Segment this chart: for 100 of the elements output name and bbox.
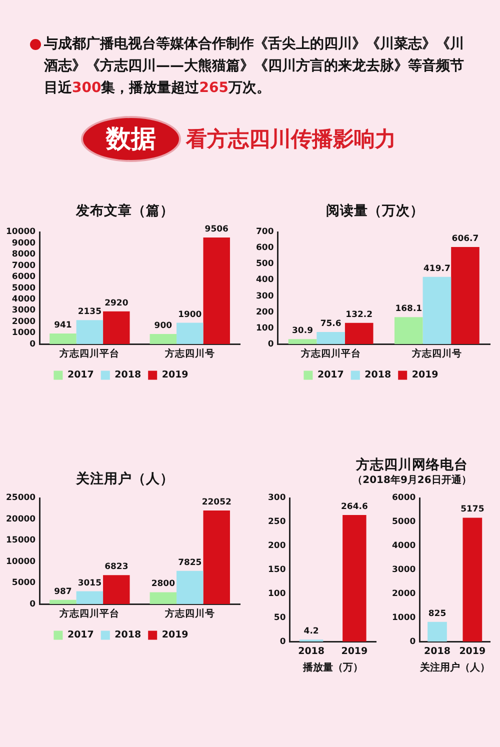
bar	[103, 575, 130, 604]
y-tick-label: 5000	[12, 283, 36, 294]
data-label: 264.6	[340, 502, 368, 512]
data-label: 132.2	[346, 310, 373, 320]
data-label: 6823	[104, 562, 128, 572]
bar	[422, 276, 452, 344]
bar	[451, 246, 480, 344]
y-tick-label: 7000	[12, 260, 36, 271]
y-tick-label: 250	[268, 517, 286, 528]
bar	[203, 238, 230, 344]
bar	[288, 339, 317, 344]
data-label: 75.6	[320, 318, 342, 329]
legend-label: 2019	[162, 630, 188, 641]
y-tick-label: 6000	[392, 493, 416, 504]
y-tick-label: 2000	[12, 316, 36, 327]
x-tick-label: 方志四川号	[164, 347, 215, 360]
y-tick-label: 3000	[392, 565, 416, 576]
y-tick-label: 500	[256, 259, 274, 270]
data-label: 22052	[202, 497, 232, 508]
x-tick-label: 2019	[459, 646, 486, 657]
y-tick-label: 100	[256, 323, 274, 334]
y-tick-label: 25000	[6, 493, 36, 504]
x-tick-label: 2019	[341, 646, 368, 657]
x-tick-label: 方志四川平台	[300, 347, 361, 360]
bar	[316, 332, 345, 344]
text: 数据	[106, 122, 156, 155]
data-label: 900	[154, 320, 172, 331]
data-label: 168.1	[395, 304, 422, 314]
bar	[344, 322, 374, 344]
y-tick-label: 400	[256, 275, 274, 286]
x-tick-label: 方志四川号	[410, 347, 462, 360]
y-tick-label: 300	[268, 493, 286, 504]
bar	[76, 320, 104, 344]
bar	[176, 570, 204, 604]
y-tick-label: 200	[268, 541, 286, 552]
x-axis-title: 播放量（万）	[302, 662, 363, 674]
data-label: 7825	[178, 558, 202, 568]
data-label: 987	[54, 586, 72, 597]
y-tick-label: 0	[410, 636, 416, 647]
y-tick-label: 10000	[6, 556, 36, 567]
y-tick-label: 50	[274, 612, 286, 623]
y-tick-label: 0	[30, 339, 36, 350]
chart-title: 关注用户（人）	[76, 470, 174, 488]
data-label: 3015	[78, 578, 102, 588]
y-tick-label: 0	[30, 599, 36, 610]
y-tick-label: 5000	[12, 578, 36, 588]
y-tick-label: 0	[268, 339, 274, 350]
legend-label: 2018	[364, 370, 392, 381]
bar	[76, 591, 104, 604]
x-tick-label: 2018	[424, 646, 451, 657]
bar	[50, 334, 76, 344]
y-tick-label: 700	[256, 227, 274, 238]
legend-label: 2017	[67, 630, 94, 641]
y-tick-label: 9000	[12, 238, 36, 248]
y-tick-label: 300	[256, 291, 274, 302]
data-label: 2920	[104, 298, 128, 308]
x-tick-label: 方志四川平台	[58, 607, 120, 620]
legend-label: 2018	[114, 370, 142, 381]
y-tick-label: 150	[268, 565, 286, 576]
data-label: 825	[428, 608, 446, 619]
text: 看方志四川传播影响力	[186, 125, 396, 153]
y-tick-label: 0	[280, 636, 286, 647]
data-label: 9506	[204, 224, 229, 234]
bar	[394, 317, 423, 344]
chart-title: 阅读量（万次）	[326, 202, 424, 220]
legend-label: 2017	[67, 370, 94, 381]
bar	[176, 322, 204, 344]
bar	[150, 334, 177, 344]
y-tick-label: 8000	[12, 250, 36, 260]
legend-label: 2017	[317, 370, 344, 381]
y-tick-label: 100	[268, 588, 286, 599]
y-tick-label: 4000	[392, 541, 416, 552]
chart-title: 发布文章（篇）	[76, 202, 174, 220]
y-tick-label: 5000	[392, 517, 416, 528]
data-label: 2800	[151, 579, 176, 590]
y-tick-label: 10000	[6, 227, 36, 238]
text: 方志四川网络电台	[356, 456, 468, 474]
data-label: 4.2	[304, 626, 319, 637]
y-tick-label: 200	[256, 307, 274, 318]
bar	[50, 600, 76, 604]
text: （2018年9月26日开通）	[352, 474, 472, 487]
data-label: 2135	[78, 307, 102, 318]
data-label: 1900	[178, 310, 202, 320]
y-tick-label: 1000	[12, 328, 36, 338]
y-tick-label: 3000	[12, 306, 36, 316]
data-label: 5175	[460, 504, 484, 515]
x-tick-label: 方志四川号	[164, 607, 215, 620]
data-label: 606.7	[452, 234, 479, 244]
bar	[203, 510, 230, 604]
legend-label: 2018	[114, 630, 142, 641]
y-tick-label: 1000	[392, 612, 416, 623]
x-axis-title: 关注用户（人）	[418, 662, 490, 674]
data-label: 30.9	[292, 326, 314, 336]
x-tick-label: 2018	[298, 646, 325, 657]
text: 与成都广播电视台等媒体合作制作《舌尖上的四川》《川菜志》《川酒志》《方志四川——大熊猫篇》《四川方言的来龙去脉》等音频节目近300集，播放量超过265万次。	[44, 34, 465, 98]
y-tick-label: 20000	[6, 514, 36, 524]
y-tick-label: 6000	[12, 272, 36, 282]
y-tick-label: 600	[256, 243, 274, 254]
bar	[103, 311, 130, 344]
y-tick-label: 2000	[392, 588, 416, 599]
